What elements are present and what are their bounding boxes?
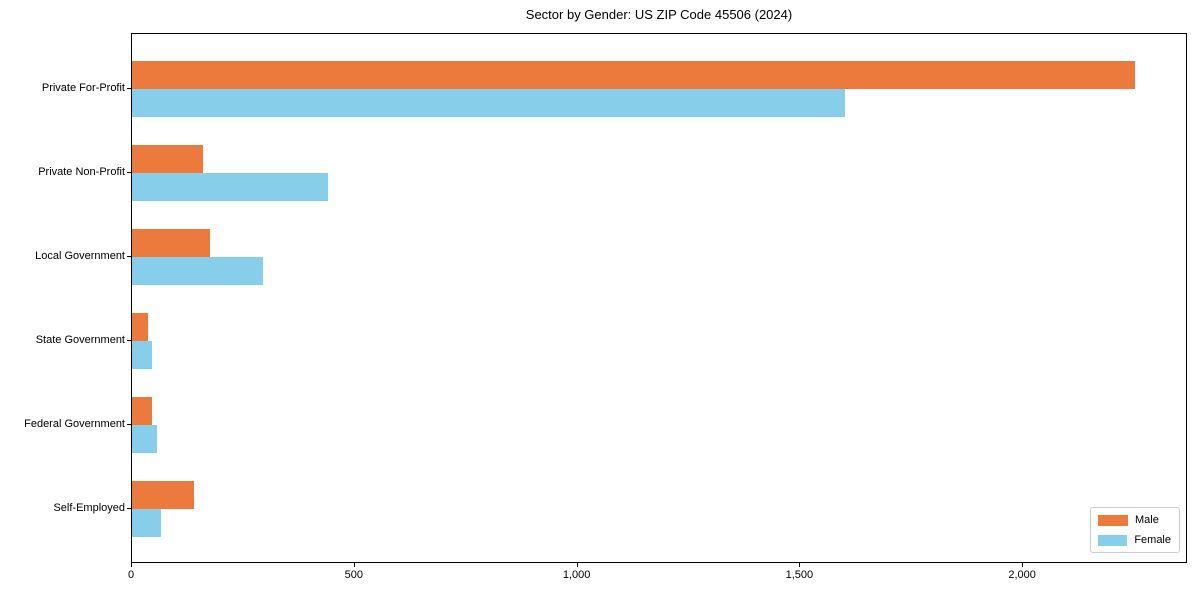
- legend-label-female: Female: [1134, 534, 1171, 546]
- bar-male-local-government: [132, 229, 210, 257]
- ytick-mark-local-government: [127, 256, 131, 257]
- xtick-label-0: 0: [127, 569, 135, 581]
- plot-area: [131, 33, 1187, 563]
- bar-male-self-employed: [132, 481, 195, 509]
- bar-male-federal-government: [132, 397, 153, 425]
- ytick-mark-private-for-profit: [127, 88, 131, 89]
- legend-swatch-female-icon: [1098, 534, 1128, 546]
- xtick-mark-1,000: [576, 563, 578, 567]
- ytick-label-self-employed: Self-Employed: [53, 502, 125, 514]
- bar-female-private-for-profit: [132, 89, 845, 117]
- ytick-mark-state-government: [127, 340, 131, 341]
- ytick-label-local-government: Local Government: [35, 250, 125, 262]
- bar-female-state-government: [132, 341, 153, 369]
- xtick-label-1,000: 1,000: [562, 569, 591, 581]
- legend-item-female: Female: [1098, 534, 1171, 546]
- chart-title: Sector by Gender: US ZIP Code 45506 (202…: [525, 7, 793, 22]
- xtick-mark-2,000: [1022, 563, 1024, 567]
- xtick-mark-1,500: [799, 563, 801, 567]
- ytick-label-private-non-profit: Private Non-Profit: [38, 166, 125, 178]
- legend-label-male: Male: [1135, 514, 1159, 526]
- xtick-mark-500: [353, 563, 355, 567]
- xtick-label-1,500: 1,500: [785, 569, 814, 581]
- legend-swatch-male-icon: [1098, 514, 1128, 526]
- bar-female-private-non-profit: [132, 173, 329, 201]
- xtick-label-500: 500: [344, 569, 363, 581]
- ytick-label-federal-government: Federal Government: [24, 418, 125, 430]
- legend-item-male: Male: [1098, 514, 1171, 526]
- bar-male-state-government: [132, 313, 148, 341]
- xtick-label-2,000: 2,000: [1008, 569, 1036, 581]
- legend: Male Female: [1090, 507, 1180, 553]
- xtick-mark-0: [131, 563, 132, 567]
- bar-female-local-government: [132, 257, 264, 285]
- ytick-mark-self-employed: [127, 508, 131, 509]
- ytick-mark-federal-government: [127, 424, 131, 425]
- bar-male-private-non-profit: [132, 145, 204, 173]
- ytick-mark-private-non-profit: [127, 172, 131, 173]
- bar-female-federal-government: [132, 425, 157, 453]
- ytick-label-private-for-profit: Private For-Profit: [41, 82, 125, 94]
- bar-male-private-for-profit: [132, 61, 1135, 89]
- bar-female-self-employed: [132, 509, 161, 537]
- ytick-label-state-government: State Government: [35, 334, 125, 346]
